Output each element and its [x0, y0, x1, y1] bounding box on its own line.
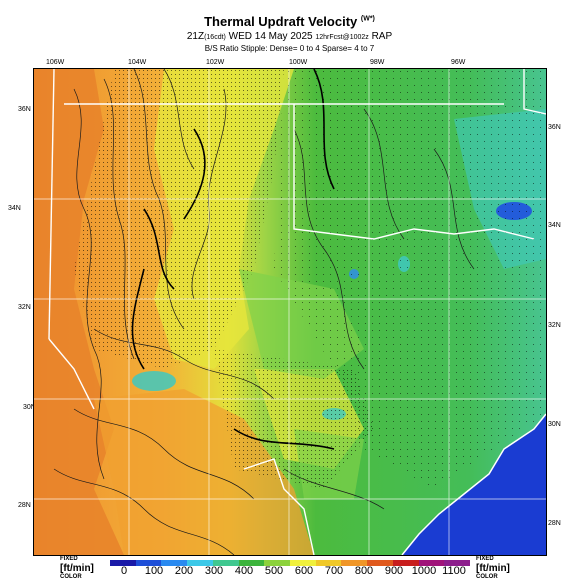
forecast-subtitle: 21Z(16cdt) WED 14 May 2025 12hrFcst@1002… [0, 31, 579, 42]
lat-label-right-28n: 28N [548, 520, 561, 527]
colorbar-swatch [290, 560, 316, 566]
colorbar-right-color: COLOR [476, 574, 498, 580]
colorbar-tick-label: 0 [120, 565, 128, 577]
lat-label-right-32n: 32N [548, 322, 561, 329]
colorbar-left-unit: FIXED [ft/min] COLOR [60, 555, 94, 582]
stipple-dense-west [74, 69, 284, 369]
colorbar-right-unit: FIXED [ft/min] COLOR [476, 555, 510, 582]
lon-label-106w: 106W [46, 59, 65, 66]
colorbar [110, 560, 471, 566]
colorbar-tick-label: 600 [294, 565, 314, 577]
subtitle-local: (16cdt) [204, 34, 226, 41]
colorbar-swatch [187, 560, 213, 566]
field-cyan-spot-1 [132, 371, 176, 391]
coastline [401, 413, 546, 555]
colorbar-strip [110, 560, 471, 566]
gulf-water [402, 414, 546, 555]
colorbar-swatch [212, 560, 239, 566]
colorbar-swatch [110, 560, 136, 566]
colorbar-tick-label: 1000 [411, 565, 437, 577]
lat-label-right-34n: 34N [548, 222, 561, 229]
lon-label-100w: 100W [289, 59, 308, 66]
chart-title: Thermal Updraft Velocity (W*) [0, 14, 579, 29]
colorbar-swatch [367, 560, 393, 566]
thick-contours [131, 69, 335, 450]
colorbar-left-color: COLOR [60, 574, 82, 580]
colorbar-swatch [238, 560, 265, 566]
colorbar-right-label: [ft/min] [476, 563, 510, 574]
colorbar-swatch [418, 560, 445, 566]
colorbar-swatch [392, 560, 419, 566]
colorbar-tick-label: 300 [204, 565, 224, 577]
colorbar-left-fixed: FIXED [60, 556, 78, 562]
stipple-sparse-east [274, 69, 546, 489]
contour-lines [53, 69, 475, 555]
lon-label-104w: 104W [128, 59, 147, 66]
colorbar-swatch [341, 560, 368, 566]
colorbar-tick-label: 500 [264, 565, 284, 577]
lat-label-left-34n: 34N [8, 205, 21, 212]
map-canvas [34, 69, 546, 555]
colorbar-ticks: 0 100 200 300 400 500 600 700 800 900 1000 1100 [110, 565, 470, 579]
title-text: Thermal Updraft Velocity [204, 14, 358, 29]
colorbar-swatch [264, 560, 291, 566]
colorbar-left-label: [ft/min] [60, 563, 94, 574]
stipple-note: B/S Ratio Stipple: Dense= 0 to 4 Sparse=… [204, 44, 375, 53]
colorbar-tick-label: 1100 [442, 565, 466, 577]
field-west-orange [34, 69, 124, 555]
colorbar-tick-label: 200 [174, 565, 194, 577]
colorbar-swatch [161, 560, 188, 566]
colorbar-tick-label: 800 [354, 565, 374, 577]
state-boundaries [48, 69, 546, 555]
colorbar-tick-label: 900 [384, 565, 404, 577]
thermal-velocity-map [33, 68, 547, 556]
subtitle-date: WED 14 May 2025 [228, 31, 313, 42]
lat-label-left-30n: 30N [23, 404, 36, 411]
lat-label-right-30n: 30N [548, 421, 561, 428]
lon-label-102w: 102W [206, 59, 225, 66]
county-lines [34, 69, 546, 555]
colorbar-tick-label: 100 [144, 565, 164, 577]
colorbar-tick-label: 700 [324, 565, 344, 577]
lat-label-left-36n: 36N [18, 106, 31, 113]
lat-label-left-28n: 28N [18, 502, 31, 509]
colorbar-swatch [444, 560, 471, 566]
subtitle-fcst: 12hrFcst@1002z [315, 34, 369, 41]
subtitle-model: RAP [371, 31, 393, 42]
lat-label-left-32n: 32N [18, 304, 31, 311]
colorbar-swatch [135, 560, 162, 566]
subtitle-time: 21Z [186, 31, 205, 42]
title-unit: (W*) [360, 15, 375, 23]
colorbar-tick-label: 400 [234, 565, 254, 577]
colorbar-swatch [315, 560, 342, 566]
colorbar-right-fixed: FIXED [476, 556, 494, 562]
lon-label-96w: 96W [451, 59, 466, 66]
lon-label-98w: 98W [370, 59, 385, 66]
lat-label-right-36n: 36N [548, 124, 561, 131]
